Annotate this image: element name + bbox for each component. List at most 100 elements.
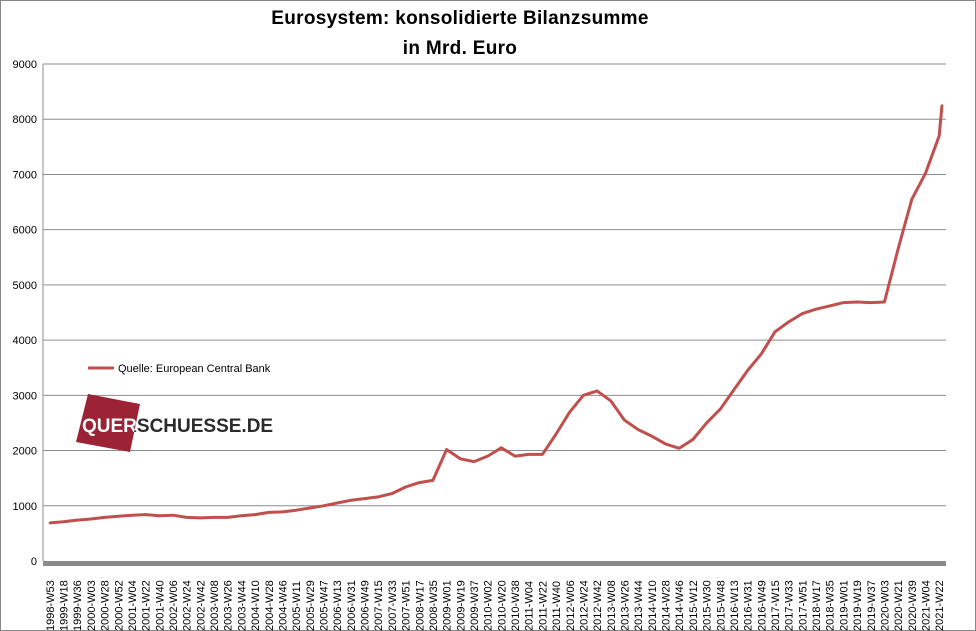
x-tick-label: 2007-W33 xyxy=(387,580,399,631)
querschuesse-logo: QUERSCHUESSE.DE QUERSCHUESSE.DE xyxy=(76,394,273,452)
data-point xyxy=(171,514,175,517)
data-point xyxy=(363,497,366,500)
x-tick-label: 2001-W04 xyxy=(127,580,139,631)
x-tick-label: 2015-W48 xyxy=(715,580,727,631)
x-tick-label: 2006-W49 xyxy=(360,580,372,631)
x-tick-label: 2006-W31 xyxy=(346,580,358,631)
data-point xyxy=(226,516,229,519)
data-point xyxy=(760,352,763,356)
data-point xyxy=(472,460,476,463)
data-point xyxy=(294,509,298,512)
x-tick-label: 2005-W47 xyxy=(318,580,330,631)
x-tick-label: 2000-W03 xyxy=(86,580,98,631)
data-point xyxy=(746,369,749,372)
data-point xyxy=(158,514,161,517)
data-point xyxy=(691,438,695,441)
y-tick-label: 8000 xyxy=(13,114,37,126)
data-point xyxy=(940,104,944,107)
data-point xyxy=(377,495,380,499)
x-tick-label: 2021-W04 xyxy=(920,580,932,631)
x-tick-label: 2012-W24 xyxy=(578,580,590,631)
data-point xyxy=(500,446,503,449)
y-tick-label: 2000 xyxy=(13,446,37,458)
y-tick-label: 7000 xyxy=(13,169,37,181)
gridlines xyxy=(43,63,946,507)
data-point xyxy=(144,513,147,516)
data-point xyxy=(527,453,530,456)
x-tick-label: 2002-W24 xyxy=(182,580,194,631)
x-tick-label: 2016-W31 xyxy=(743,580,755,631)
data-point xyxy=(719,407,722,411)
data-point xyxy=(732,388,736,391)
x-tick-label: 2010-W02 xyxy=(483,580,495,631)
x-tick-label: 2009-W19 xyxy=(455,580,467,631)
x-tick-label: 2016-W13 xyxy=(729,580,741,631)
x-tick-label: 2000-W52 xyxy=(113,580,125,631)
x-tick-label: 2007-W15 xyxy=(373,580,385,631)
data-point xyxy=(801,312,804,315)
data-point xyxy=(582,394,585,397)
y-tick-label: 0 xyxy=(31,556,37,568)
y-tick-label: 1000 xyxy=(13,501,37,513)
data-point xyxy=(418,481,421,484)
series-layer xyxy=(48,104,944,525)
data-point xyxy=(89,517,93,521)
x-tick-label: 2015-W12 xyxy=(688,580,700,631)
x-tick-label: 1998-W53 xyxy=(45,580,57,631)
data-point xyxy=(240,514,243,517)
x-tick-label: 2012-W42 xyxy=(592,580,604,631)
data-point xyxy=(787,320,790,324)
data-point xyxy=(103,516,106,519)
data-point xyxy=(623,419,626,422)
data-point xyxy=(185,516,188,519)
x-tick-label: 2017-W51 xyxy=(797,580,809,631)
legend: Quelle: European Central Bank xyxy=(88,363,271,375)
x-tick-label: 2009-W01 xyxy=(442,580,454,631)
x-tick-label: 2003-W08 xyxy=(209,580,221,631)
x-tick-label: 2015-W30 xyxy=(702,580,714,631)
x-tick-label: 2004-W10 xyxy=(250,580,262,631)
data-point xyxy=(267,511,270,514)
data-point xyxy=(76,518,79,522)
data-point xyxy=(281,510,284,514)
legend-entry: Quelle: European Central Bank xyxy=(118,363,271,375)
x-tick-label: 1999-W36 xyxy=(72,580,84,631)
data-point xyxy=(595,389,599,393)
x-tick-label: 2010-W38 xyxy=(510,580,522,631)
data-point xyxy=(212,516,216,519)
x-axis xyxy=(42,64,946,566)
data-point xyxy=(664,442,667,446)
data-point xyxy=(842,301,845,304)
x-tick-label: 2000-W28 xyxy=(100,580,112,631)
data-point xyxy=(199,516,202,520)
data-point xyxy=(445,448,448,451)
x-tick-label: 2013-W26 xyxy=(619,580,631,631)
logo-red-square xyxy=(76,394,140,452)
y-tick-label: 4000 xyxy=(13,335,37,347)
x-tick-label: 2005-W11 xyxy=(291,581,303,631)
x-tick-label: 2006-W13 xyxy=(332,580,344,631)
data-point xyxy=(705,421,708,425)
data-point xyxy=(513,454,517,458)
x-tick-label: 2018-W17 xyxy=(811,580,823,631)
x-tick-label: 2011-W40 xyxy=(551,581,563,631)
data-point xyxy=(814,308,818,311)
data-point xyxy=(459,457,462,460)
x-tick-label: 2019-W01 xyxy=(838,580,850,631)
x-tick-label: 2017-W33 xyxy=(784,580,796,631)
data-point xyxy=(253,513,257,516)
x-tick-label: 2003-W26 xyxy=(223,580,235,631)
x-tick-label: 2002-W42 xyxy=(195,580,207,631)
x-tick-label: 2004-W28 xyxy=(264,580,276,631)
x-tick-label: 2001-W40 xyxy=(154,580,166,631)
data-point xyxy=(883,300,886,304)
x-tick-label: 2011-W22 xyxy=(537,581,549,631)
data-point xyxy=(541,453,544,456)
x-tick-label: 2009-W37 xyxy=(469,580,481,631)
data-point xyxy=(924,172,927,175)
x-tick-label: 2018-W35 xyxy=(825,580,837,631)
x-axis-tick-labels: 1998-W53 1999-W18 1999-W36 2000-W03 2000-W28… xyxy=(45,580,946,631)
data-point xyxy=(869,301,872,304)
data-point xyxy=(336,501,339,505)
